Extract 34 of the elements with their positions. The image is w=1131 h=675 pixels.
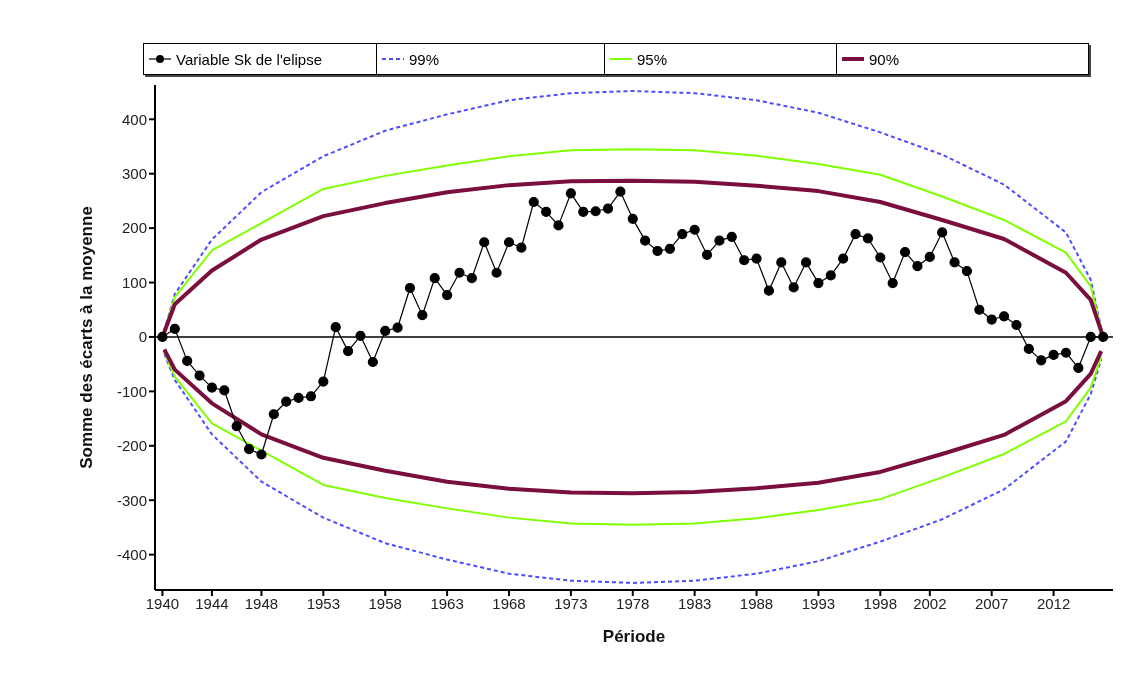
legend-label: 99%	[409, 50, 440, 68]
x-tick-label: 1983	[677, 594, 712, 612]
x-tick-label: 1978	[616, 594, 650, 612]
legend-label: Variable Sk de l'elipse	[176, 50, 323, 68]
x-tick-label: 1940	[145, 594, 180, 612]
x-tick-label: 1998	[863, 594, 897, 612]
x-tick-label: 1944	[195, 594, 229, 612]
x-tick-label: 1973	[554, 594, 588, 612]
x-axis-title: Période	[602, 627, 666, 646]
x-tick-label: 1948	[244, 594, 279, 612]
x-tick-label: 1953	[306, 594, 341, 612]
y-tick-label: -100	[116, 382, 147, 400]
y-tick-label: -300	[116, 491, 147, 509]
x-tick-label: 1993	[801, 594, 836, 612]
y-tick-label: 100	[121, 273, 147, 291]
y-tick-label: -200	[116, 437, 147, 455]
x-tick-label: 1988	[739, 594, 774, 612]
line-series	[162, 347, 1104, 496]
x-tick-label: 2012	[1036, 594, 1071, 612]
y-tick-label: 0	[138, 328, 147, 346]
x-tick-label: 1958	[368, 594, 402, 612]
x-tick-label: 1963	[430, 594, 464, 612]
y-tick-label: 300	[121, 165, 147, 183]
x-tick-label: 2007	[975, 594, 1009, 612]
line-series	[163, 351, 1103, 526]
line-series	[163, 352, 1103, 584]
y-axis-title: Somme des écarts à la moyenne	[77, 206, 97, 469]
x-tick-label: 2002	[913, 594, 947, 612]
legend-label: 95%	[637, 50, 668, 68]
y-tick-label: -400	[116, 545, 147, 563]
x-tick-label: 1968	[492, 594, 526, 612]
y-tick-label: 400	[121, 110, 147, 128]
legend-label: 90%	[869, 50, 900, 68]
y-tick-label: 200	[121, 219, 147, 237]
